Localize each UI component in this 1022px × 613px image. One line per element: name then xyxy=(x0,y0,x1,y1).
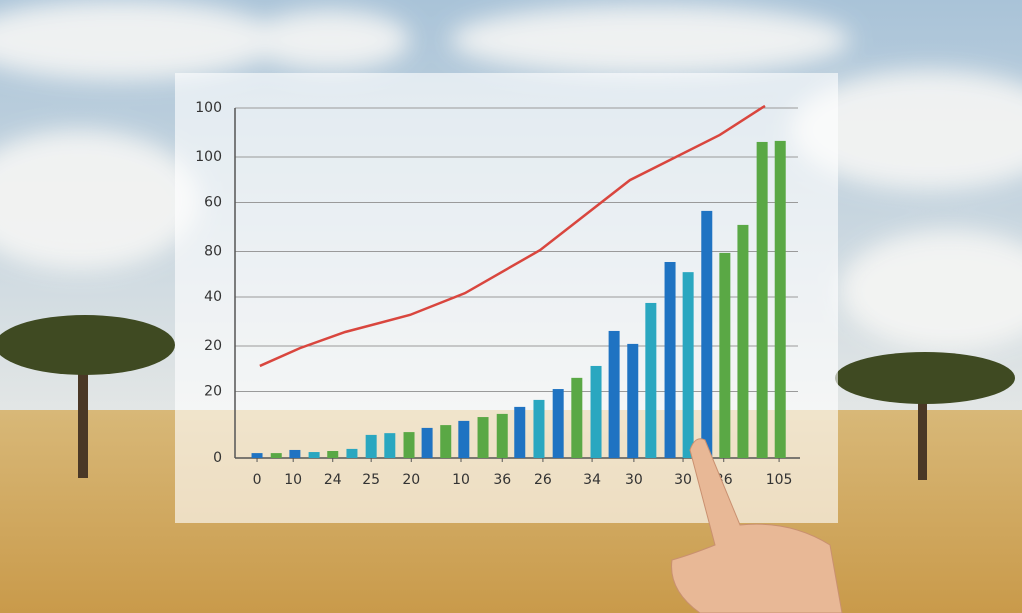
bar xyxy=(645,302,657,458)
x-tick-label: 20 xyxy=(402,472,420,488)
y-tick-label: 80 xyxy=(204,244,222,260)
bar xyxy=(251,453,263,458)
y-tick-label: 40 xyxy=(204,289,222,305)
x-tick-label: 105 xyxy=(766,472,793,488)
bar xyxy=(289,449,301,458)
x-tick-label: 0 xyxy=(253,472,262,488)
trend-line xyxy=(259,104,766,368)
bar xyxy=(346,448,358,458)
x-tick-label: 24 xyxy=(324,472,342,488)
pointing-hand xyxy=(671,438,843,613)
x-tick-label: 10 xyxy=(284,472,302,488)
bar xyxy=(308,452,320,458)
y-tick-label: 0 xyxy=(213,450,222,466)
bar xyxy=(458,420,470,458)
bar xyxy=(533,399,545,458)
bar xyxy=(664,262,676,458)
bar xyxy=(774,140,786,458)
x-tick-label: 36 xyxy=(493,472,511,488)
bar xyxy=(421,427,433,458)
y-tick-label: 100 xyxy=(195,100,222,116)
bar xyxy=(270,453,282,458)
bar xyxy=(365,434,377,458)
x-tick-label: 10 xyxy=(452,472,470,488)
bar xyxy=(719,252,731,458)
bar xyxy=(737,224,749,458)
bar xyxy=(627,343,639,458)
bar xyxy=(590,365,602,458)
bar xyxy=(384,433,396,458)
y-tick-label: 100 xyxy=(195,149,222,165)
bar xyxy=(477,417,489,458)
bar xyxy=(608,330,620,458)
bar xyxy=(701,210,713,458)
x-tick-label: 34 xyxy=(583,472,601,488)
bar xyxy=(682,272,694,458)
bar xyxy=(552,389,564,458)
x-tick-label: 25 xyxy=(362,472,380,488)
x-tick-label: 30 xyxy=(625,472,643,488)
y-tick-label: 20 xyxy=(204,338,222,354)
bar xyxy=(571,377,583,458)
bar xyxy=(403,432,415,458)
y-tick-label: 20 xyxy=(204,384,222,400)
bar xyxy=(756,141,768,458)
bar xyxy=(496,413,508,458)
y-tick-label: 60 xyxy=(204,195,222,211)
x-tick-label: 30 xyxy=(674,472,692,488)
x-tick-label: 26 xyxy=(534,472,552,488)
bar xyxy=(327,451,339,458)
bar xyxy=(440,425,452,458)
bar xyxy=(514,406,526,458)
